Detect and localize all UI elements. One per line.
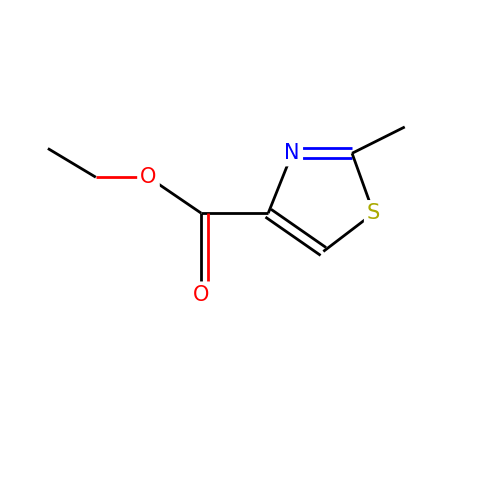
Text: O: O	[140, 167, 157, 187]
Text: N: N	[285, 143, 300, 163]
Text: S: S	[367, 203, 380, 223]
Text: O: O	[193, 285, 209, 305]
